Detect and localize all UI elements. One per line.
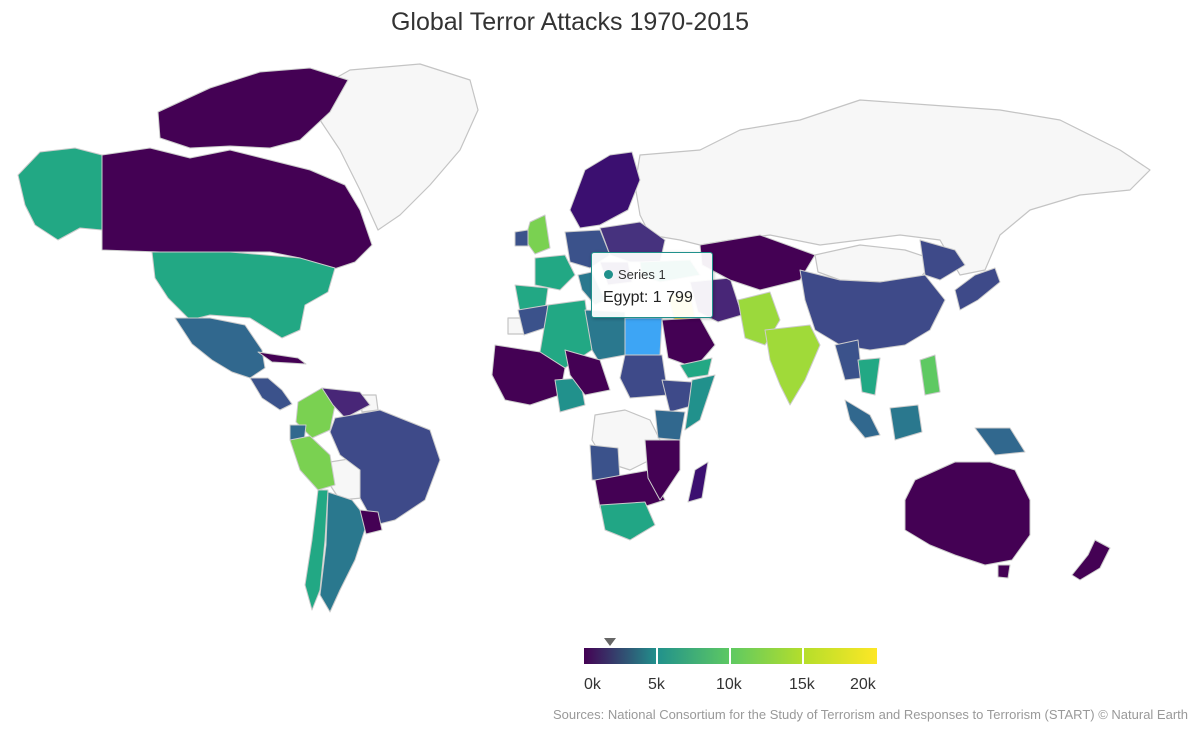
new-zealand[interactable] bbox=[1071, 539, 1111, 581]
nigeria[interactable] bbox=[554, 377, 586, 413]
credits[interactable]: Sources: National Consortium for the Stu… bbox=[552, 707, 1188, 722]
thailand[interactable] bbox=[857, 357, 881, 396]
china-northeast[interactable] bbox=[919, 239, 966, 281]
philippines[interactable] bbox=[919, 354, 941, 396]
russia[interactable] bbox=[634, 99, 1151, 276]
legend-value-marker bbox=[604, 638, 617, 646]
mexico[interactable] bbox=[174, 317, 266, 379]
legend-tick-20k: 20k bbox=[850, 676, 876, 693]
peru[interactable] bbox=[289, 435, 336, 491]
alaska[interactable] bbox=[17, 147, 103, 241]
india[interactable] bbox=[764, 324, 821, 406]
scandinavia[interactable] bbox=[569, 151, 641, 229]
legend-separator bbox=[656, 648, 658, 664]
chad-niger[interactable] bbox=[564, 349, 611, 396]
yemen[interactable] bbox=[679, 357, 713, 379]
united-states[interactable] bbox=[151, 251, 336, 339]
brazil[interactable] bbox=[329, 409, 441, 526]
greenland[interactable] bbox=[317, 63, 479, 231]
france[interactable] bbox=[534, 254, 576, 291]
japan[interactable] bbox=[954, 267, 1001, 311]
indonesia-borneo[interactable] bbox=[889, 404, 923, 441]
australia[interactable] bbox=[904, 461, 1031, 566]
indonesia-sumatra[interactable] bbox=[844, 399, 881, 439]
tanzania-mozambique[interactable] bbox=[644, 439, 681, 501]
tooltip-value: Egypt: 1 799 bbox=[603, 289, 693, 306]
africa bbox=[491, 299, 716, 541]
kenya-uganda[interactable] bbox=[654, 409, 686, 441]
hover-tooltip: Series 1 Egypt: 1 799 bbox=[591, 252, 713, 318]
china[interactable] bbox=[799, 269, 946, 351]
argentina[interactable] bbox=[319, 491, 369, 613]
south-africa[interactable] bbox=[599, 501, 656, 541]
color-legend: 0k 5k 10k 15k 20k bbox=[584, 638, 878, 698]
legend-tick-5k: 5k bbox=[648, 676, 665, 693]
map-title: Global Terror Attacks 1970-2015 bbox=[390, 8, 750, 36]
uruguay-paraguay[interactable] bbox=[359, 509, 383, 535]
legend-separator bbox=[802, 648, 804, 664]
papua[interactable] bbox=[974, 427, 1026, 456]
egypt[interactable] bbox=[624, 317, 663, 356]
americas bbox=[17, 67, 441, 613]
oceania bbox=[904, 461, 1111, 581]
canada-arctic[interactable] bbox=[157, 67, 349, 149]
angola[interactable] bbox=[589, 444, 621, 481]
southern-africa[interactable] bbox=[594, 469, 666, 509]
tooltip-series-label: Series 1 bbox=[618, 267, 666, 282]
west-africa[interactable] bbox=[491, 344, 566, 406]
legend-tick-0: 0k bbox=[584, 676, 601, 693]
sudan[interactable] bbox=[619, 354, 669, 399]
legend-tick-15k: 15k bbox=[789, 676, 815, 693]
tasmania[interactable] bbox=[997, 564, 1011, 579]
venezuela[interactable] bbox=[321, 387, 371, 419]
series-color-dot bbox=[604, 270, 613, 279]
legend-separator bbox=[729, 648, 731, 664]
tooltip-series: Series 1 bbox=[604, 267, 666, 282]
somalia[interactable] bbox=[684, 374, 716, 431]
ireland[interactable] bbox=[514, 229, 529, 247]
saudi-arabia[interactable] bbox=[661, 317, 716, 369]
cuba[interactable] bbox=[257, 351, 307, 365]
madagascar[interactable] bbox=[687, 461, 709, 503]
no-data-regions bbox=[317, 63, 1151, 501]
central-america[interactable] bbox=[249, 377, 293, 411]
legend-gradient-bar bbox=[584, 648, 877, 664]
legend-tick-10k: 10k bbox=[716, 676, 742, 693]
united-kingdom[interactable] bbox=[524, 214, 551, 255]
